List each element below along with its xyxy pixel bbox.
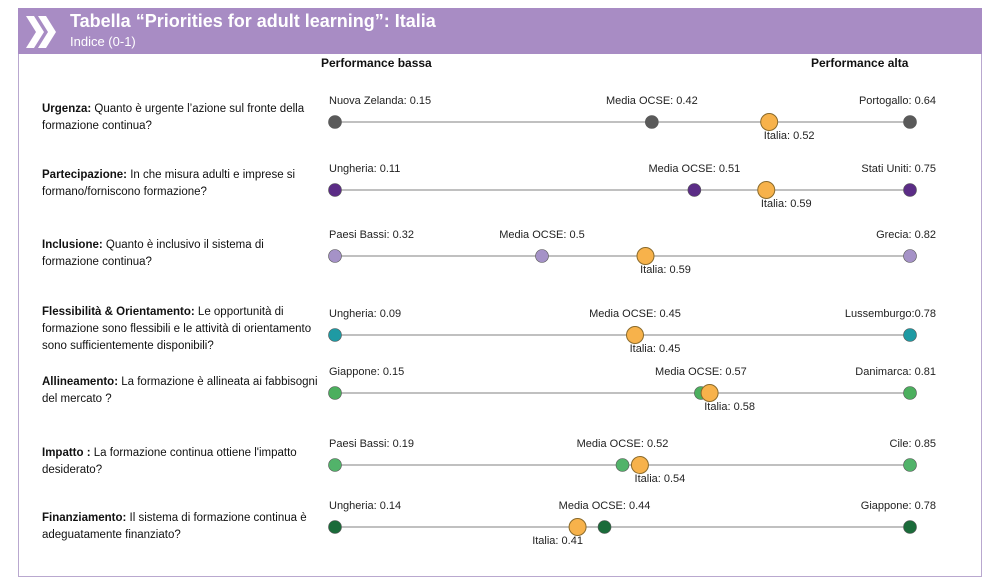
- oecd-average-label: Media OCSE: 0.42: [606, 95, 698, 107]
- oecd-average-point: [535, 249, 549, 263]
- oecd-average-point: [645, 115, 659, 129]
- italy-label: Italia: 0.59: [640, 264, 691, 276]
- question-title: Inclusione:: [42, 239, 103, 251]
- question-text: La formazione è allineata ai fabbisogni …: [42, 376, 318, 405]
- italy-point: [700, 384, 719, 402]
- italy-label: Italia: 0.41: [532, 535, 583, 547]
- page-subtitle: Indice (0-1): [70, 34, 136, 49]
- oecd-average-point: [597, 520, 612, 534]
- question-row-3: Flessibilità & Orientamento: Le opportun…: [42, 304, 322, 355]
- italy-point: [626, 326, 644, 344]
- min-point: [328, 520, 342, 534]
- min-label: Nuova Zelanda: 0.15: [329, 95, 431, 107]
- header-banner: Tabella “Priorities for adult learning”:…: [18, 8, 982, 54]
- oecd-average-point: [615, 458, 630, 472]
- min-label: Ungheria: 0.11: [329, 163, 400, 175]
- max-point: [903, 183, 917, 197]
- max-point: [903, 249, 917, 263]
- question-text: In che misura adulti e imprese si forman…: [42, 169, 296, 198]
- question-row-5: Impatto : La formazione continua ottiene…: [42, 445, 322, 479]
- low-performance-heading: Performance bassa: [321, 56, 432, 70]
- min-label: Giappone: 0.15: [329, 366, 404, 378]
- italy-label: Italia: 0.52: [764, 130, 815, 142]
- max-point: [903, 115, 917, 129]
- min-label: Paesi Bassi: 0.19: [329, 438, 414, 450]
- question-text: Il sistema di formazione continua è adeg…: [42, 512, 307, 541]
- oecd-average-label: Media OCSE: 0.57: [655, 366, 747, 378]
- oecd-average-label: Media OCSE: 0.44: [559, 500, 651, 512]
- max-label: Danimarca: 0.81: [855, 366, 936, 378]
- italy-point: [757, 181, 776, 199]
- italy-point: [760, 113, 779, 131]
- question-text: Quanto è inclusivo il sistema di formazi…: [42, 239, 264, 268]
- min-point: [328, 328, 342, 342]
- question-text: La formazione continua ottiene l'impatto…: [42, 447, 297, 476]
- max-point: [903, 520, 917, 534]
- italy-point: [630, 456, 649, 474]
- italy-label: Italia: 0.58: [704, 401, 755, 413]
- question-title: Impatto :: [42, 447, 91, 459]
- question-title: Finanziamento:: [42, 512, 127, 524]
- question-text: Quanto è urgente l’azione sul fronte del…: [42, 103, 305, 132]
- italy-point: [568, 518, 587, 536]
- question-row-0: Urgenza: Quanto è urgente l’azione sul f…: [42, 101, 322, 135]
- oecd-average-label: Media OCSE: 0.5: [499, 229, 585, 241]
- question-row-6: Finanziamento: Il sistema di formazione …: [42, 510, 322, 544]
- max-label: Stati Uniti: 0.75: [861, 163, 936, 175]
- oecd-average-label: Media OCSE: 0.45: [589, 308, 681, 320]
- italy-label: Italia: 0.59: [761, 198, 812, 210]
- min-label: Paesi Bassi: 0.32: [329, 229, 414, 241]
- min-point: [328, 386, 342, 400]
- question-title: Allineamento:: [42, 376, 119, 388]
- question-row-2: Inclusione: Quanto è inclusivo il sistem…: [42, 237, 322, 271]
- page-title: Tabella “Priorities for adult learning”:…: [70, 11, 436, 31]
- min-point: [328, 249, 342, 263]
- question-row-4: Allineamento: La formazione è allineata …: [42, 374, 322, 408]
- question-title: Partecipazione:: [42, 169, 127, 181]
- min-label: Ungheria: 0.14: [329, 500, 401, 512]
- min-point: [328, 183, 342, 197]
- italy-label: Italia: 0.45: [630, 343, 681, 355]
- max-label: Grecia: 0.82: [876, 229, 936, 241]
- max-point: [903, 458, 917, 472]
- high-performance-heading: Performance alta: [811, 56, 909, 70]
- oecd-average-label: Media OCSE: 0.52: [577, 438, 669, 450]
- content-panel: [18, 54, 982, 577]
- max-label: Portogallo: 0.64: [859, 95, 936, 107]
- oecd-average-point: [687, 183, 702, 197]
- question-title: Urgenza:: [42, 103, 92, 115]
- question-text: Le opportunità di formazione sono flessi…: [42, 306, 312, 352]
- max-point: [903, 386, 917, 400]
- min-point: [328, 115, 342, 129]
- max-label: Giappone: 0.78: [861, 500, 936, 512]
- min-point: [328, 458, 342, 472]
- oecd-average-label: Media OCSE: 0.51: [649, 163, 741, 175]
- double-chevron-icon: [26, 16, 56, 48]
- min-label: Ungheria: 0.09: [329, 308, 401, 320]
- question-title: Flessibilità & Orientamento:: [42, 306, 195, 318]
- max-label: Lussemburgo:0.78: [845, 308, 936, 320]
- max-point: [903, 328, 917, 342]
- italy-point: [636, 247, 655, 265]
- question-row-1: Partecipazione: In che misura adulti e i…: [42, 167, 322, 201]
- italy-label: Italia: 0.54: [635, 473, 686, 485]
- max-label: Cile: 0.85: [890, 438, 936, 450]
